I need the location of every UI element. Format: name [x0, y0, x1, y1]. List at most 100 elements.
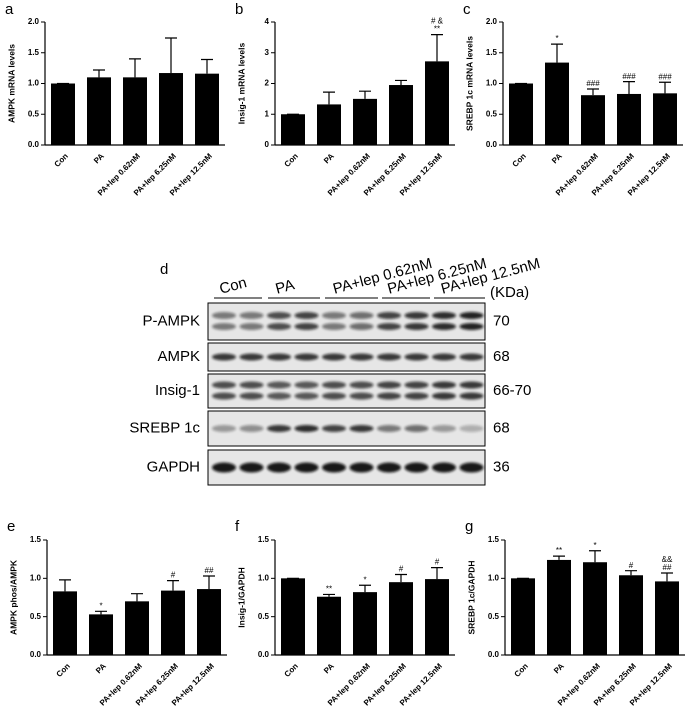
error-bar	[95, 610, 107, 615]
x-tick-label: PA	[94, 661, 108, 675]
significance-label: #	[171, 571, 176, 580]
error-bar	[93, 69, 105, 78]
blot-band	[459, 392, 484, 400]
bar	[51, 83, 75, 145]
blot-band	[322, 312, 346, 319]
blot-background	[207, 302, 486, 341]
bar	[511, 578, 535, 655]
blot-band	[459, 323, 484, 330]
panel-label: g	[465, 518, 473, 535]
error-bar	[587, 88, 599, 96]
bar	[353, 592, 377, 655]
y-tick-label: 4	[265, 17, 270, 26]
y-tick-label: 1.0	[486, 79, 498, 88]
y-tick-label: 0.0	[28, 140, 40, 149]
lane-label: Con	[218, 274, 249, 298]
blot-band	[294, 462, 319, 473]
bar	[125, 601, 149, 655]
error-bar	[359, 584, 371, 593]
lane-label: PA	[274, 276, 297, 297]
y-tick-label: 1.0	[30, 573, 42, 582]
bar	[655, 581, 679, 655]
y-tick-label: 2.0	[486, 17, 498, 26]
panel-label: b	[235, 1, 243, 18]
x-tick-label: PA	[550, 151, 564, 165]
y-axis-title: SREBP 1c/GAPDH	[466, 560, 476, 634]
error-bar	[129, 58, 141, 78]
error-bar	[323, 593, 335, 597]
blot-band	[404, 392, 429, 400]
significance-label: **	[434, 25, 440, 34]
kda-label: 68	[493, 348, 510, 365]
blot-band	[459, 381, 484, 389]
blot-band	[267, 312, 291, 319]
protein-label: GAPDH	[147, 458, 200, 475]
bar	[281, 114, 305, 145]
blot-band	[239, 392, 264, 400]
kda-label: 70	[493, 312, 510, 329]
blot-band	[239, 381, 264, 389]
significance-label: *	[363, 575, 366, 584]
blot-band	[267, 381, 291, 389]
x-tick-label: PA	[322, 151, 336, 165]
blot-band	[212, 353, 236, 361]
protein-label: P-AMPK	[142, 312, 200, 329]
blot-band	[377, 392, 401, 400]
bar	[161, 590, 185, 655]
error-bar	[431, 567, 443, 580]
significance-label: *	[99, 601, 102, 610]
panel-label: e	[7, 518, 15, 535]
significance-label: &&	[662, 555, 673, 564]
bar	[389, 582, 413, 655]
bar	[281, 578, 305, 655]
y-tick-label: 1.0	[28, 79, 40, 88]
error-bar	[625, 570, 637, 576]
significance-label: *	[593, 541, 596, 550]
blot-band	[404, 353, 429, 361]
blot-band	[212, 312, 236, 319]
blot-band	[404, 312, 429, 319]
bar	[583, 562, 607, 655]
error-bar	[131, 593, 143, 602]
significance-label: #	[399, 565, 404, 574]
error-bar	[395, 573, 407, 583]
y-axis-title: Insig-1 mRNA levels	[236, 43, 246, 125]
blot-band	[349, 353, 374, 361]
blot-band	[349, 381, 374, 389]
bar	[53, 591, 77, 655]
blot-background	[207, 373, 486, 409]
significance-label: # &	[431, 17, 444, 26]
blot-band	[294, 392, 319, 400]
y-tick-label: 0.0	[258, 650, 270, 659]
panel-label: d	[160, 261, 168, 278]
blot-band	[267, 425, 291, 432]
bar	[197, 589, 221, 655]
y-tick-label: 2.0	[28, 17, 40, 26]
blot-band	[377, 353, 401, 361]
blot-band	[432, 392, 456, 400]
blot-strip	[207, 449, 486, 486]
protein-label: SREBP 1c	[129, 419, 200, 436]
blot-strip	[207, 373, 486, 409]
blot-band	[432, 381, 456, 389]
y-tick-label: 0.5	[258, 612, 270, 621]
bar	[195, 73, 219, 145]
significance-label: ##	[663, 563, 672, 572]
blot-band	[212, 392, 236, 400]
y-tick-label: 1.5	[258, 535, 270, 544]
blot-band	[294, 425, 319, 432]
y-tick-label: 0.5	[30, 612, 42, 621]
blot-band	[212, 381, 236, 389]
y-tick-label: 2	[265, 79, 270, 88]
significance-label: **	[556, 546, 562, 555]
y-tick-label: 1.0	[258, 573, 270, 582]
bar	[425, 61, 449, 145]
blot-band	[404, 323, 429, 330]
blot-band	[432, 312, 456, 319]
blot-band	[322, 425, 346, 432]
error-bar	[59, 579, 71, 592]
bar	[545, 62, 569, 146]
blot-band	[322, 353, 346, 361]
y-tick-label: 0.0	[488, 650, 500, 659]
